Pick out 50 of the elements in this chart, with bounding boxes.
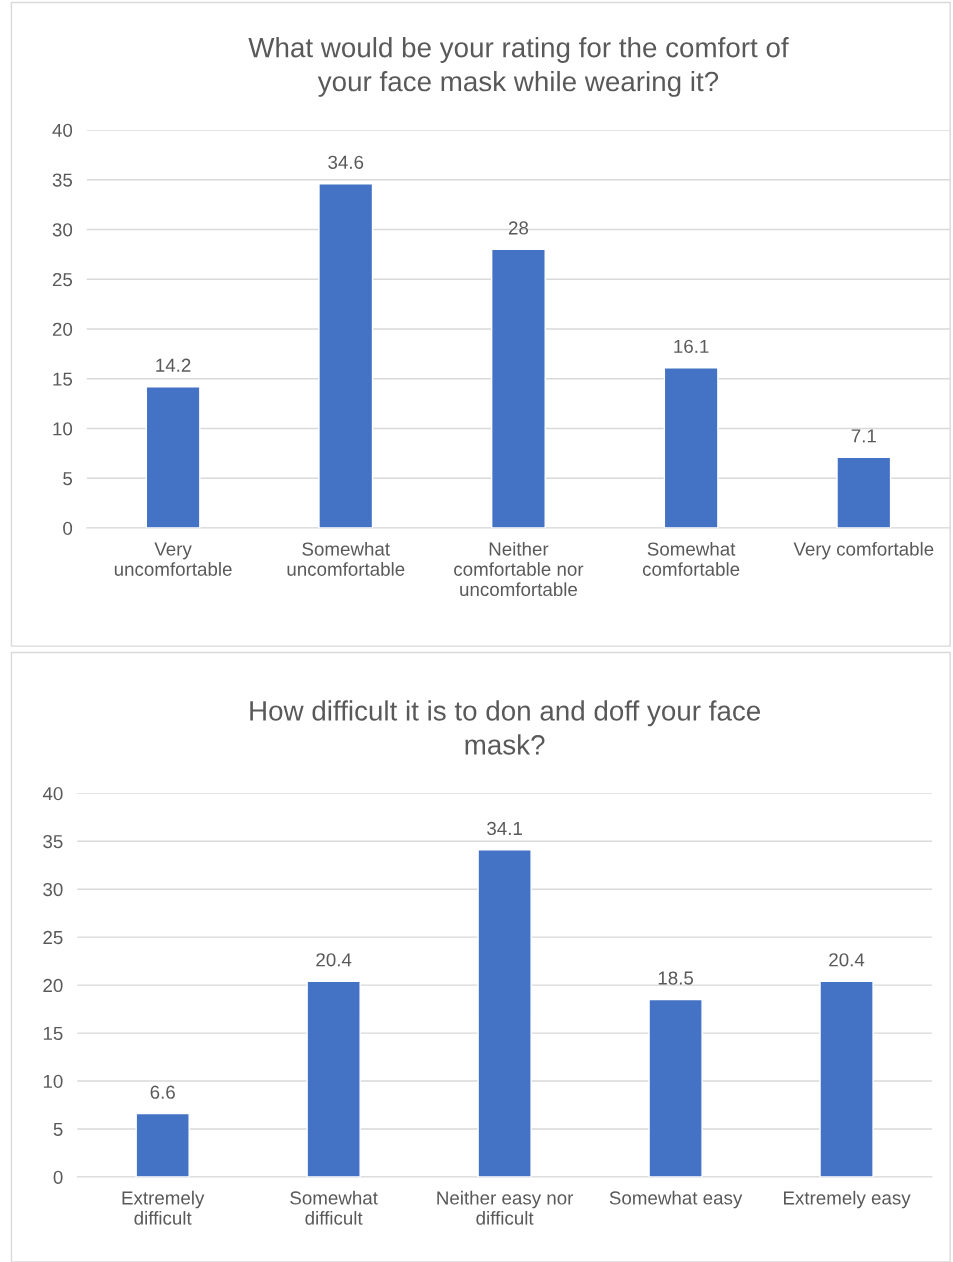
bar	[819, 980, 874, 1177]
y-tick-label: 25	[52, 272, 73, 287]
bar	[306, 980, 361, 1177]
x-tick-label: Neither comfortable nor uncomfortable	[454, 541, 584, 597]
y-tick-label: 5	[53, 1122, 63, 1136]
data-label: 6.6	[150, 1085, 175, 1099]
x-tick-label: Very comfortable	[793, 541, 934, 560]
x-tick-label: Somewhat uncomfortable	[287, 541, 405, 576]
bar	[836, 456, 892, 529]
x-tick-label: Extremely easy	[784, 1190, 911, 1209]
data-label: 28	[508, 221, 529, 235]
bar	[648, 998, 703, 1177]
y-tick-label: 0	[63, 521, 73, 535]
data-label: 16.1	[674, 339, 709, 353]
y-tick-label: 10	[43, 1074, 63, 1089]
x-tick-label: Extremely difficult	[122, 1190, 205, 1225]
y-tick-label: 10	[53, 422, 73, 436]
bar	[663, 367, 719, 529]
bar	[318, 183, 374, 529]
chart-title: How difficult it is to don and doff your face mask?	[250, 700, 760, 755]
y-tick-label: 5	[63, 472, 73, 486]
y-tick-label: 25	[43, 930, 63, 945]
y-tick-label: 30	[52, 223, 73, 237]
bar	[477, 849, 532, 1177]
x-tick-label: Neither easy nor difficult	[437, 1190, 574, 1225]
y-tick-label: 30	[43, 882, 63, 897]
data-label: 18.5	[658, 971, 694, 985]
x-tick-label: Somewhat easy	[609, 1190, 743, 1209]
y-tick-label: 40	[42, 786, 63, 801]
chart-title: What would be your rating for the comfort of your face mask while wearing it?	[248, 37, 789, 97]
x-tick-label: Somewhat comfortable	[642, 541, 740, 576]
data-label: 20.4	[829, 953, 865, 967]
data-label: 14.2	[156, 358, 191, 372]
y-tick-label: 0	[53, 1170, 63, 1184]
x-tick-label: Very uncomfortable	[114, 542, 232, 576]
y-tick-label: 15	[43, 1026, 63, 1041]
y-tick-label: 35	[52, 173, 73, 187]
x-tick-label: Somewhat difficult	[290, 1190, 378, 1225]
data-label: 7.1	[851, 429, 876, 443]
bar	[490, 248, 546, 529]
data-label: 34.1	[487, 821, 522, 836]
bar	[145, 386, 201, 529]
y-tick-label: 40	[52, 123, 73, 137]
y-tick-label: 15	[53, 372, 73, 386]
data-label: 20.4	[316, 953, 352, 967]
bar	[135, 1112, 190, 1177]
data-label: 34.6	[328, 155, 364, 169]
y-tick-label: 20	[43, 978, 63, 993]
y-tick-label: 20	[52, 322, 73, 336]
y-tick-label: 35	[43, 834, 63, 849]
